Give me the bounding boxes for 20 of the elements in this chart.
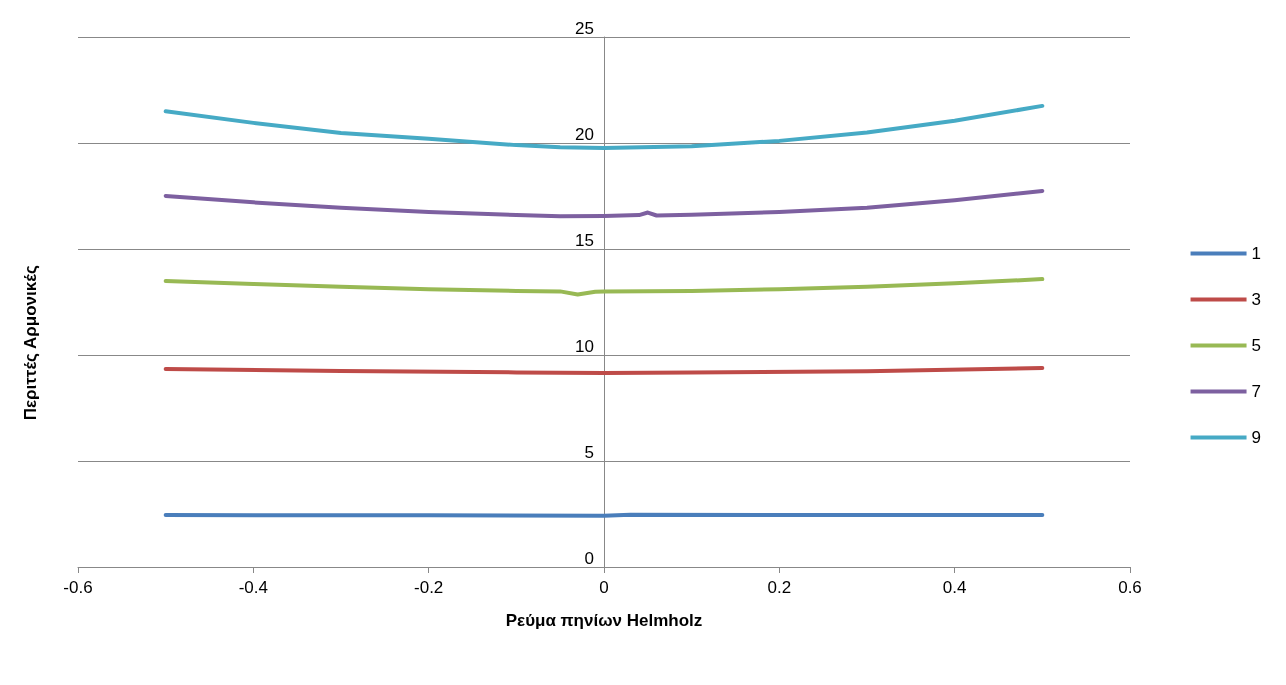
legend-label: 9: [1251, 428, 1262, 447]
x-tick-label: -0.2: [414, 578, 444, 597]
x-tick-label: 0: [599, 578, 609, 597]
y-tick-label: 5: [584, 443, 594, 462]
x-tick-label: -0.6: [63, 578, 93, 597]
y-tick-label: 20: [575, 125, 594, 144]
y-tick-label: 0: [584, 549, 594, 568]
x-tick-label: -0.4: [238, 578, 268, 597]
x-tick-label: 0.4: [942, 578, 967, 597]
legend-label: 7: [1251, 382, 1262, 401]
x-tick-label: 0.2: [767, 578, 792, 597]
legend-label: 5: [1251, 336, 1262, 355]
y-axis-title: Περιττές Αρμονικές: [21, 265, 40, 421]
x-tick-label: 0.6: [1118, 578, 1142, 597]
y-tick-label: 15: [575, 231, 594, 250]
y-tick-label: 25: [575, 19, 594, 38]
x-axis-title: Ρεύμα πηνίων Helmholz: [505, 611, 703, 630]
legend-label: 3: [1251, 290, 1262, 309]
legend-label: 1: [1251, 244, 1262, 263]
y-tick-label: 10: [575, 337, 594, 356]
